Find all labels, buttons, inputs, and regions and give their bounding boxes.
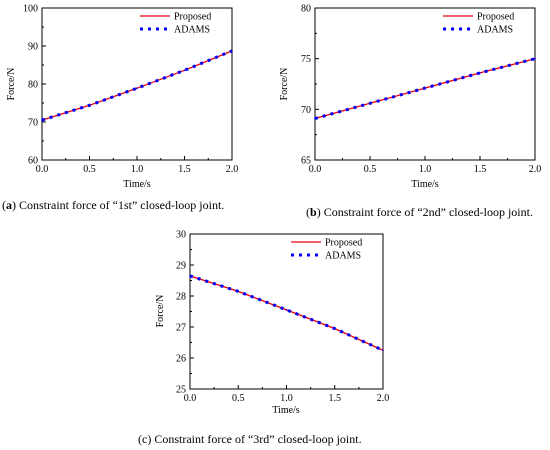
y-tick-label-c: 28 — [176, 292, 186, 303]
y-tick-label-a: 80 — [28, 80, 38, 91]
y-tick-label-b: 80 — [301, 4, 311, 15]
caption-b: (b) Constraint force of “2nd” closed-loo… — [306, 205, 533, 219]
x-tick-label-a: 0.0 — [36, 164, 49, 175]
data-point-adams-c — [285, 309, 288, 311]
y-tick-label-a: 90 — [28, 42, 38, 53]
y-tick-label-b: 70 — [301, 105, 311, 116]
caption-a-letter: a — [6, 198, 12, 212]
x-tick-label-a: 0.5 — [83, 164, 96, 175]
x-axis-label-a: Time/s — [123, 179, 151, 190]
y-tick-label-c: 29 — [176, 261, 186, 272]
x-tick-label-b: 0.0 — [309, 164, 322, 175]
data-point-adams-c — [189, 275, 191, 277]
y-tick-label-c: 26 — [176, 354, 186, 365]
data-point-adams-a — [88, 104, 91, 107]
data-point-adams-a — [183, 69, 186, 72]
x-tick-label-c: 1.5 — [329, 393, 342, 404]
legend-label-proposed-b: Proposed — [477, 12, 514, 23]
y-tick-label-b: 75 — [301, 54, 311, 65]
data-point-adams-a — [41, 119, 43, 121]
series-proposed-line-c — [189, 275, 384, 351]
series-adams-line-a — [41, 49, 233, 122]
series-adams-line-c — [189, 274, 384, 352]
legend-label-adams-b: ADAMS — [477, 25, 513, 36]
data-point-adams-c — [382, 349, 384, 352]
data-point-adams-b — [424, 87, 426, 89]
x-tick-label-b: 0.5 — [364, 164, 377, 175]
caption-c: (c) Constraint force of “3rd” closed-loo… — [138, 432, 362, 446]
data-point-adams-a — [231, 50, 233, 52]
x-tick-label-b: 2.0 — [529, 164, 542, 175]
data-point-adams-a — [136, 87, 138, 89]
x-tick-label-b: 1.0 — [419, 164, 432, 175]
y-tick-label-a: 70 — [28, 118, 38, 129]
y-axis-label-a: Force/N — [6, 68, 17, 101]
legend-label-adams-c: ADAMS — [325, 251, 361, 262]
data-point-adams-b — [479, 72, 481, 74]
data-point-adams-c — [333, 327, 336, 330]
data-point-adams-c — [237, 290, 240, 293]
x-tick-label-a: 1.5 — [178, 164, 191, 175]
x-tick-label-c: 0.0 — [184, 393, 197, 404]
caption-b-text: Constraint force of “2nd” closed-loop jo… — [323, 205, 533, 219]
x-axis-label-b: Time/s — [411, 179, 439, 190]
caption-b-letter: b — [310, 205, 317, 219]
caption-a-text: Constraint force of “1st” closed-loop jo… — [19, 198, 225, 212]
x-tick-label-a: 2.0 — [226, 164, 239, 175]
x-tick-label-b: 1.5 — [474, 164, 487, 175]
y-axis-label-c: Force/N — [155, 295, 166, 328]
x-tick-label-c: 0.5 — [232, 393, 245, 404]
y-tick-label-b: 65 — [301, 156, 311, 167]
legend-label-proposed-a: Proposed — [174, 12, 211, 23]
data-point-adams-b — [314, 117, 316, 120]
data-point-adams-b — [369, 102, 371, 105]
y-tick-label-c: 27 — [176, 323, 186, 334]
legend-label-adams-a: ADAMS — [174, 25, 210, 36]
caption-c-text: Constraint force of “3rd” closed-loop jo… — [154, 432, 362, 446]
legend-label-proposed-c: Proposed — [325, 238, 362, 249]
y-axis-label-b: Force/N — [279, 68, 290, 101]
caption-c-letter: c — [142, 432, 148, 446]
data-point-adams-b — [534, 57, 536, 60]
x-axis-label-c: Time/s — [272, 405, 300, 416]
y-tick-label-a: 60 — [28, 156, 38, 167]
y-tick-label-a: 100 — [23, 4, 38, 15]
y-tick-label-c: 30 — [176, 230, 186, 241]
caption-a: (a) Constraint force of “1st” closed-loo… — [2, 198, 225, 212]
x-tick-label-c: 2.0 — [377, 393, 390, 404]
x-tick-label-a: 1.0 — [131, 164, 144, 175]
y-tick-label-c: 25 — [176, 385, 186, 396]
x-tick-label-c: 1.0 — [280, 393, 293, 404]
